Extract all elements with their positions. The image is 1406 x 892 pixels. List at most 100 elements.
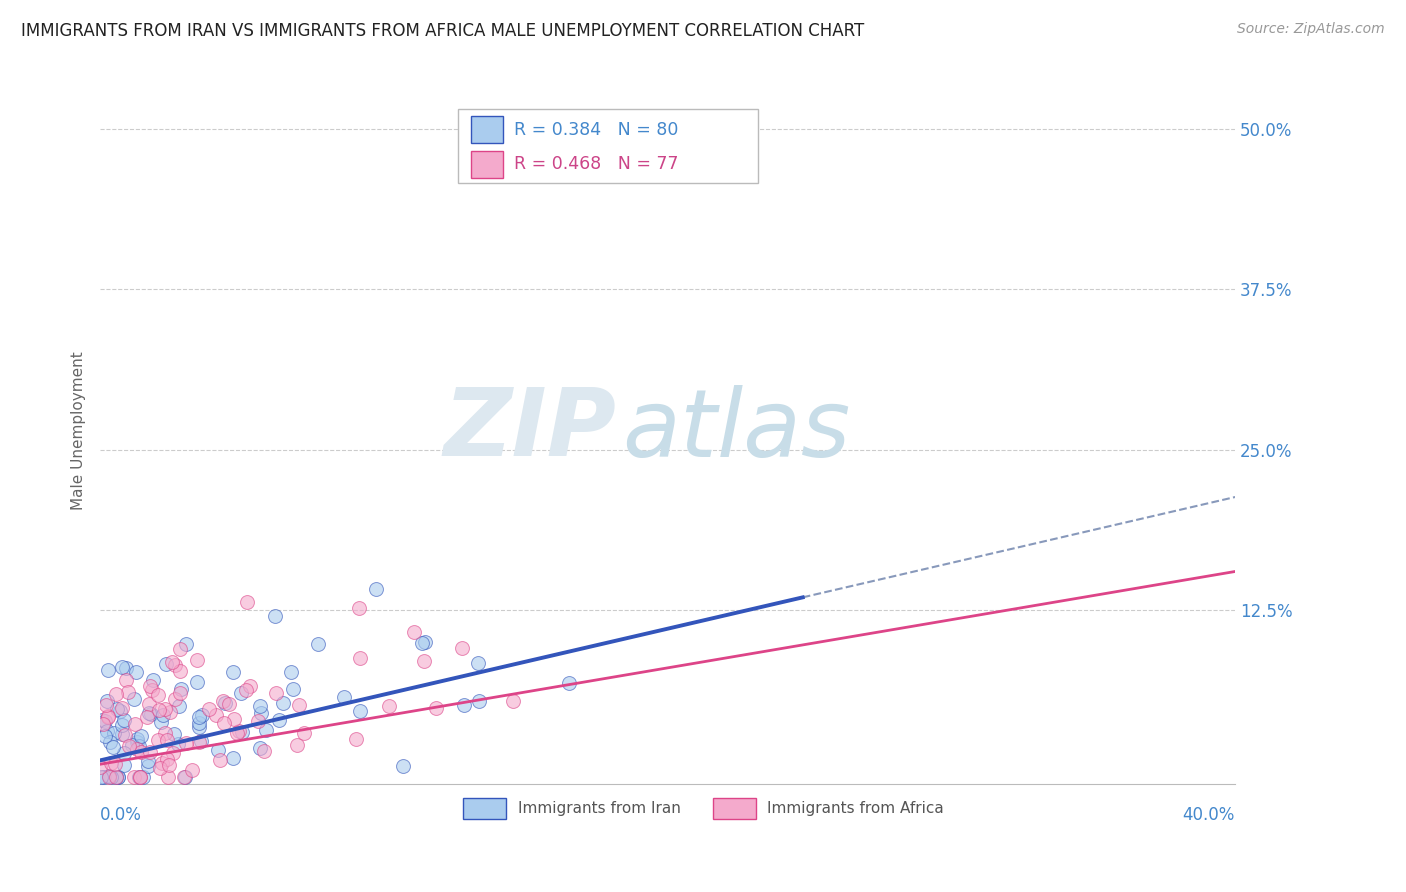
Point (94, 698, 117, 712)
Point (90, 770, 112, 784)
Point (97, 768, 120, 782)
Point (402, 624, 425, 639)
Point (104, 756, 127, 771)
Point (207, 743, 229, 757)
Point (413, 654, 436, 668)
Point (218, 697, 240, 711)
Y-axis label: Male Unemployment: Male Unemployment (72, 351, 86, 510)
Point (160, 655, 183, 669)
Point (129, 770, 152, 784)
Point (235, 595, 257, 609)
Point (205, 708, 228, 723)
Point (285, 738, 308, 752)
Point (280, 665, 302, 679)
Point (378, 699, 401, 714)
Point (169, 699, 191, 714)
Point (153, 725, 176, 739)
Point (344, 731, 367, 746)
Point (98, 735, 121, 749)
Point (127, 735, 149, 749)
Text: atlas: atlas (623, 385, 851, 476)
Point (557, 675, 579, 690)
Point (247, 714, 270, 728)
Point (142, 673, 165, 687)
Point (181, 763, 204, 777)
Point (100, 756, 122, 770)
Point (110, 704, 132, 718)
Point (139, 679, 162, 693)
Point (254, 723, 277, 738)
Point (288, 698, 311, 713)
Point (364, 582, 387, 596)
Point (167, 737, 190, 751)
Point (214, 696, 236, 710)
Point (146, 733, 169, 747)
Point (222, 751, 245, 765)
Point (187, 721, 209, 735)
Point (93, 770, 115, 784)
Point (152, 756, 174, 770)
Point (169, 664, 191, 678)
Text: R = 0.468   N = 77: R = 0.468 N = 77 (515, 155, 679, 173)
Point (228, 724, 250, 739)
Point (136, 759, 159, 773)
Point (91, 717, 114, 731)
Point (226, 725, 249, 739)
Point (125, 665, 148, 679)
Point (148, 703, 170, 717)
Point (188, 735, 211, 749)
Point (188, 715, 211, 730)
Point (231, 686, 253, 700)
Point (138, 697, 160, 711)
Point (267, 713, 290, 727)
Text: 0.0%: 0.0% (100, 806, 142, 824)
Point (149, 761, 172, 775)
Point (118, 739, 141, 753)
Point (105, 770, 128, 784)
Point (115, 661, 138, 675)
Point (349, 600, 371, 615)
Point (117, 685, 139, 699)
Point (222, 665, 245, 680)
Point (111, 660, 134, 674)
Point (155, 751, 177, 765)
Point (107, 770, 129, 784)
Point (332, 690, 354, 705)
Point (239, 679, 262, 693)
Point (97, 709, 120, 723)
Point (136, 710, 159, 724)
Point (157, 770, 180, 784)
Point (222, 713, 245, 727)
Point (349, 704, 371, 718)
Point (163, 726, 186, 740)
Point (249, 698, 271, 713)
Point (111, 701, 134, 715)
Point (169, 641, 191, 656)
Point (112, 758, 135, 772)
Text: 40.0%: 40.0% (1182, 806, 1234, 824)
Point (271, 696, 294, 710)
Point (502, 694, 524, 708)
Point (105, 687, 128, 701)
Point (159, 705, 181, 719)
Point (415, 635, 437, 649)
Point (468, 694, 491, 708)
Point (190, 734, 212, 748)
Point (128, 770, 150, 784)
Point (104, 770, 127, 784)
Point (156, 733, 179, 747)
Point (231, 725, 253, 739)
Point (103, 726, 125, 740)
Point (111, 718, 134, 732)
Point (411, 636, 433, 650)
FancyBboxPatch shape (471, 151, 503, 178)
Point (249, 740, 271, 755)
Point (467, 657, 489, 671)
Point (212, 694, 235, 708)
Point (451, 641, 474, 656)
Point (122, 770, 145, 784)
Point (198, 702, 221, 716)
Point (97, 663, 120, 677)
Point (169, 686, 191, 700)
Point (124, 692, 146, 706)
